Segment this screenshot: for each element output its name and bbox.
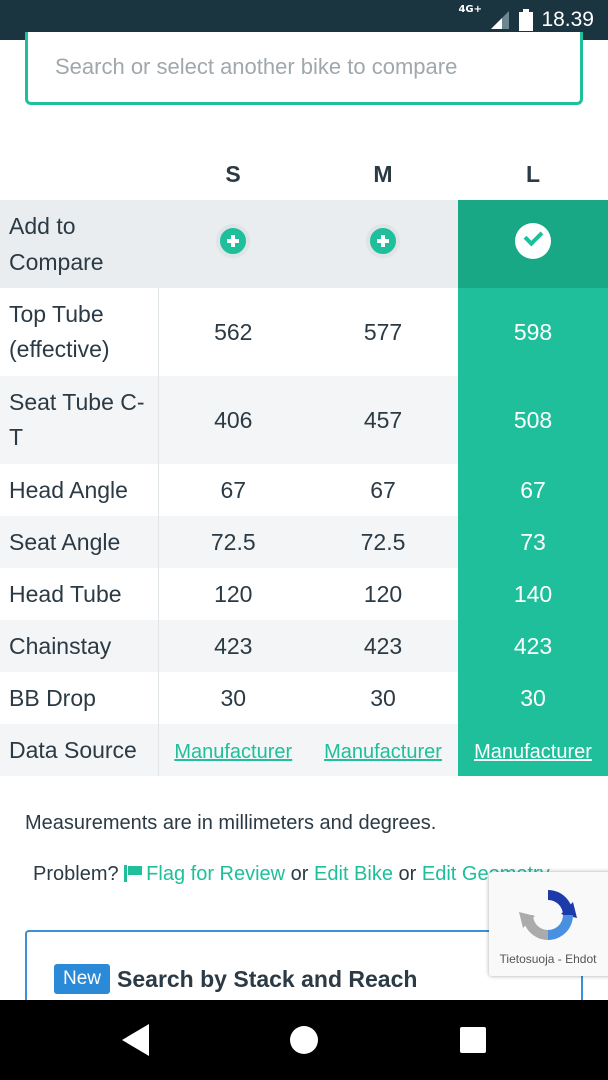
problem-line: Problem? Flag for Review or Edit Bike or…: [33, 863, 550, 885]
value-cell: 30: [220, 684, 247, 711]
measurements-note: Measurements are in millimeters and degr…: [25, 812, 437, 834]
recaptcha-icon: [519, 890, 577, 940]
bike-search-box[interactable]: [25, 32, 583, 105]
add-compare-l-cell: [458, 200, 608, 288]
value-cell-selected: 598: [458, 288, 608, 376]
signal-icon: [491, 11, 510, 29]
table-row: Seat Angle 72.5 72.5 73: [0, 516, 608, 568]
value-cell-selected: 140: [458, 568, 608, 620]
card-title: New Search by Stack and Reach: [54, 964, 417, 994]
table-row: Chainstay 423 423 423: [0, 620, 608, 672]
table-row: Seat Tube C-T 406 457 508: [0, 376, 608, 464]
problem-prefix: Problem?: [33, 863, 119, 885]
bike-search-input[interactable]: [55, 54, 580, 80]
value-cell: 72.5: [360, 528, 406, 555]
data-source-row: Data Source Manufacturer Manufacturer Ma…: [0, 724, 608, 776]
battery-icon: [519, 9, 534, 31]
stack-reach-card[interactable]: New Search by Stack and Reach: [25, 930, 583, 1010]
value-cell: 562: [214, 318, 253, 345]
table-row: Top Tube (effective) 562 577 598: [0, 288, 608, 376]
manufacturer-link[interactable]: Manufacturer: [174, 740, 293, 763]
row-label: Head Tube: [0, 568, 159, 620]
add-to-compare-row: Add to Compare: [0, 200, 608, 288]
value-cell: 120: [214, 580, 253, 607]
back-icon[interactable]: [119, 1022, 153, 1058]
add-circle-icon[interactable]: [216, 224, 250, 258]
value-cell-selected: 30: [458, 672, 608, 724]
navigation-bar: [0, 1000, 608, 1080]
value-cell-selected: 73: [458, 516, 608, 568]
size-header-s: S: [225, 160, 241, 187]
row-label: Seat Angle: [0, 516, 159, 568]
row-label: BB Drop: [0, 672, 159, 724]
value-cell: 423: [363, 632, 403, 659]
row-label: Chainstay: [0, 620, 159, 672]
row-label: Seat Tube C-T: [0, 376, 159, 464]
table-row: Head Tube 120 120 140: [0, 568, 608, 620]
source-cell-selected: Manufacturer: [458, 724, 608, 776]
flag-icon: [124, 865, 143, 882]
value-cell-selected: 508: [458, 376, 608, 464]
add-to-compare-label: Add to Compare: [0, 200, 158, 288]
recaptcha-badge[interactable]: Tietosuoja - Ehdot: [489, 872, 608, 976]
add-circle-icon[interactable]: [366, 224, 400, 258]
manufacturer-link[interactable]: Manufacturer: [474, 740, 592, 763]
clock: 18.39: [541, 8, 594, 31]
value-cell: 67: [220, 476, 247, 503]
edit-bike-link[interactable]: Edit Bike: [314, 863, 393, 885]
size-header-m: M: [373, 160, 393, 187]
row-label: Data Source: [0, 724, 159, 776]
value-cell: 67: [370, 476, 396, 503]
card-heading: Search by Stack and Reach: [117, 965, 418, 992]
flag-for-review-link[interactable]: Flag for Review: [124, 863, 285, 885]
table-row: Head Angle 67 67 67: [0, 464, 608, 516]
recaptcha-links[interactable]: Tietosuoja - Ehdot: [499, 952, 597, 966]
source-cell: Manufacturer: [308, 724, 458, 776]
manufacturer-link[interactable]: Manufacturer: [324, 740, 442, 763]
value-cell: 120: [363, 580, 403, 607]
value-cell: 406: [214, 406, 253, 433]
value-cell-selected: 423: [458, 620, 608, 672]
value-cell: 423: [214, 632, 253, 659]
value-cell: 30: [370, 684, 396, 711]
value-cell: 72.5: [210, 528, 256, 555]
row-label: Top Tube (effective): [0, 288, 159, 376]
add-compare-s-cell: [158, 200, 308, 288]
geometry-table: S M L Add to Compare Top Tube (effective…: [0, 148, 608, 776]
add-compare-m-cell: [308, 200, 458, 288]
size-header-l: L: [525, 160, 541, 187]
row-label: Head Angle: [0, 464, 159, 516]
empty-header: [0, 148, 158, 200]
check-circle-icon[interactable]: [515, 223, 551, 259]
new-badge: New: [54, 964, 111, 994]
size-header-row: S M L: [0, 148, 608, 200]
value-cell: 457: [363, 406, 403, 433]
home-icon[interactable]: [290, 1026, 318, 1054]
recent-apps-icon[interactable]: [460, 1027, 486, 1053]
network-type: 4G+: [458, 4, 482, 15]
value-cell: 577: [363, 318, 403, 345]
value-cell-selected: 67: [458, 464, 608, 516]
source-cell: Manufacturer: [158, 724, 308, 776]
table-row: BB Drop 30 30 30: [0, 672, 608, 724]
